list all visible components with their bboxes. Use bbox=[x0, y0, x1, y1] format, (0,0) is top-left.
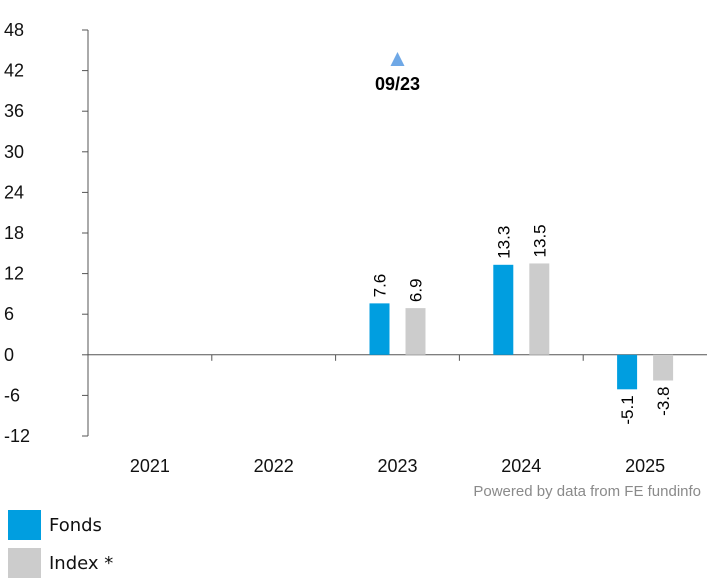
value-label: -5.1 bbox=[618, 395, 637, 424]
value-label: 13.3 bbox=[494, 226, 513, 259]
triangle-up-icon bbox=[390, 52, 405, 66]
bar bbox=[617, 354, 638, 390]
bar bbox=[493, 264, 514, 355]
x-tick-label: 2025 bbox=[625, 456, 665, 476]
legend-label-fonds: Fonds bbox=[49, 514, 102, 536]
y-tick-label: 42 bbox=[4, 61, 24, 81]
value-label: 7.6 bbox=[371, 274, 390, 298]
y-tick-label: 30 bbox=[4, 142, 24, 162]
legend-item-fonds: Fonds bbox=[8, 510, 113, 540]
y-tick-label: -12 bbox=[4, 426, 30, 446]
bar bbox=[405, 308, 426, 355]
y-tick-label: 6 bbox=[4, 304, 14, 324]
y-tick-label: -6 bbox=[4, 385, 20, 405]
legend: Fonds Index * bbox=[8, 510, 113, 586]
legend-label-index: Index * bbox=[49, 552, 114, 574]
value-labels: 7.6 13.3 -5.1 6.9 13.5 -3.8 bbox=[371, 224, 674, 424]
y-axis: 48 42 36 30 24 18 12 6 0 -6 -12 bbox=[4, 20, 89, 446]
x-axis: 2021 2022 2023 2024 2025 bbox=[88, 354, 707, 476]
bar bbox=[529, 263, 550, 355]
value-label: 13.5 bbox=[530, 224, 549, 257]
bars bbox=[369, 263, 674, 390]
bar bbox=[653, 354, 674, 381]
legend-item-index: Index * bbox=[8, 548, 113, 578]
y-tick-label: 18 bbox=[4, 223, 24, 243]
legend-swatch-index bbox=[8, 548, 41, 578]
y-tick-label: 12 bbox=[4, 264, 24, 284]
x-tick-label: 2021 bbox=[130, 456, 170, 476]
y-tick-label: 48 bbox=[4, 20, 24, 40]
y-tick-label: 0 bbox=[4, 345, 14, 365]
x-tick-label: 2024 bbox=[501, 456, 541, 476]
y-tick-label: 36 bbox=[4, 101, 24, 121]
value-label: 6.9 bbox=[407, 278, 426, 302]
marker: 09/23 bbox=[375, 52, 420, 94]
value-label: -3.8 bbox=[654, 387, 673, 416]
legend-swatch-fonds bbox=[8, 510, 41, 540]
marker-label: 09/23 bbox=[375, 74, 420, 94]
x-tick-label: 2022 bbox=[254, 456, 294, 476]
y-tick-label: 24 bbox=[4, 182, 24, 202]
bar bbox=[369, 303, 390, 355]
credit-text: Powered by data from FE fundinfo bbox=[473, 483, 701, 500]
x-tick-label: 2023 bbox=[377, 456, 417, 476]
